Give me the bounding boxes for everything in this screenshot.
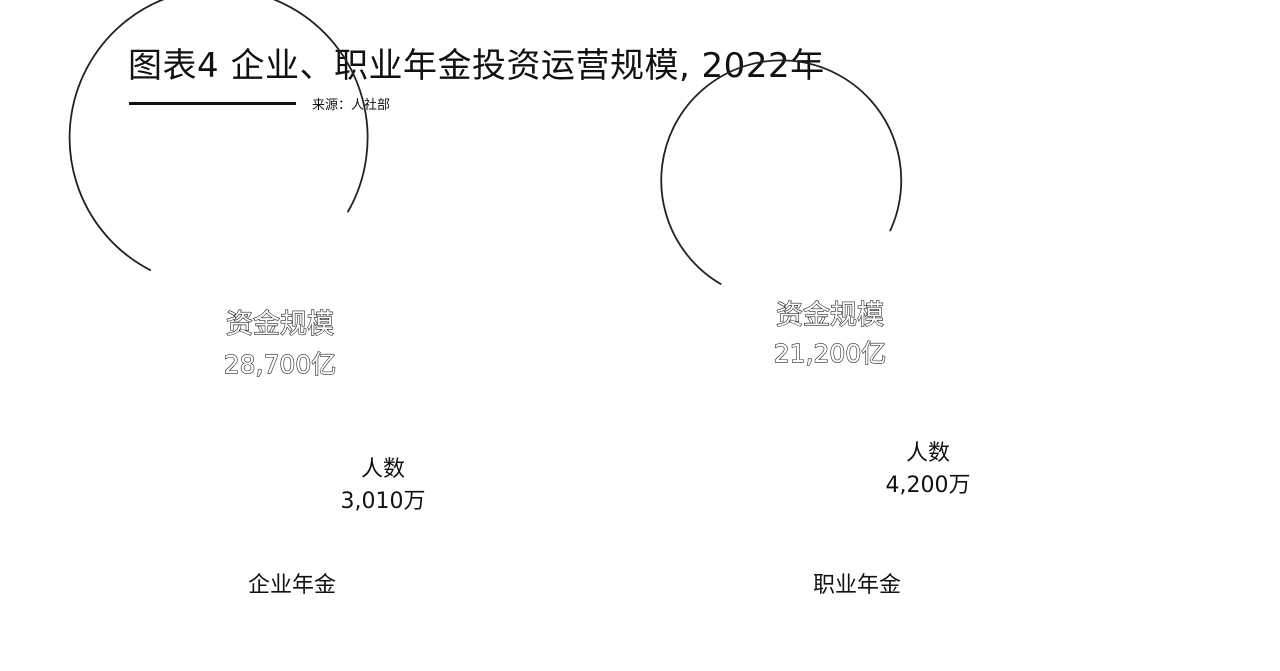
- occupational-category-label: 职业年金: [813, 573, 901, 598]
- enterprise-people-label: 人数: [361, 457, 405, 482]
- occupational-people-value: 4,200万: [886, 473, 971, 498]
- chart-title: 图表4 企业、职业年金投资运营规模, 2022年: [128, 46, 825, 86]
- enterprise-fund-label: 资金规模: [226, 309, 334, 340]
- enterprise-fund-value: 28,700亿: [224, 350, 336, 379]
- source-note: 来源：人社部: [312, 98, 391, 113]
- enterprise-fund-ring: [68, 0, 369, 272]
- occupational-fund-label: 资金规模: [776, 300, 884, 331]
- enterprise-people-value: 3,010万: [341, 489, 426, 514]
- enterprise-category-label: 企业年金: [248, 573, 336, 598]
- occupational-fund-value: 21,200亿: [774, 339, 886, 368]
- occupational-people-label: 人数: [906, 441, 950, 466]
- occupational-fund-ring: [660, 59, 903, 286]
- title-underline: [129, 102, 296, 105]
